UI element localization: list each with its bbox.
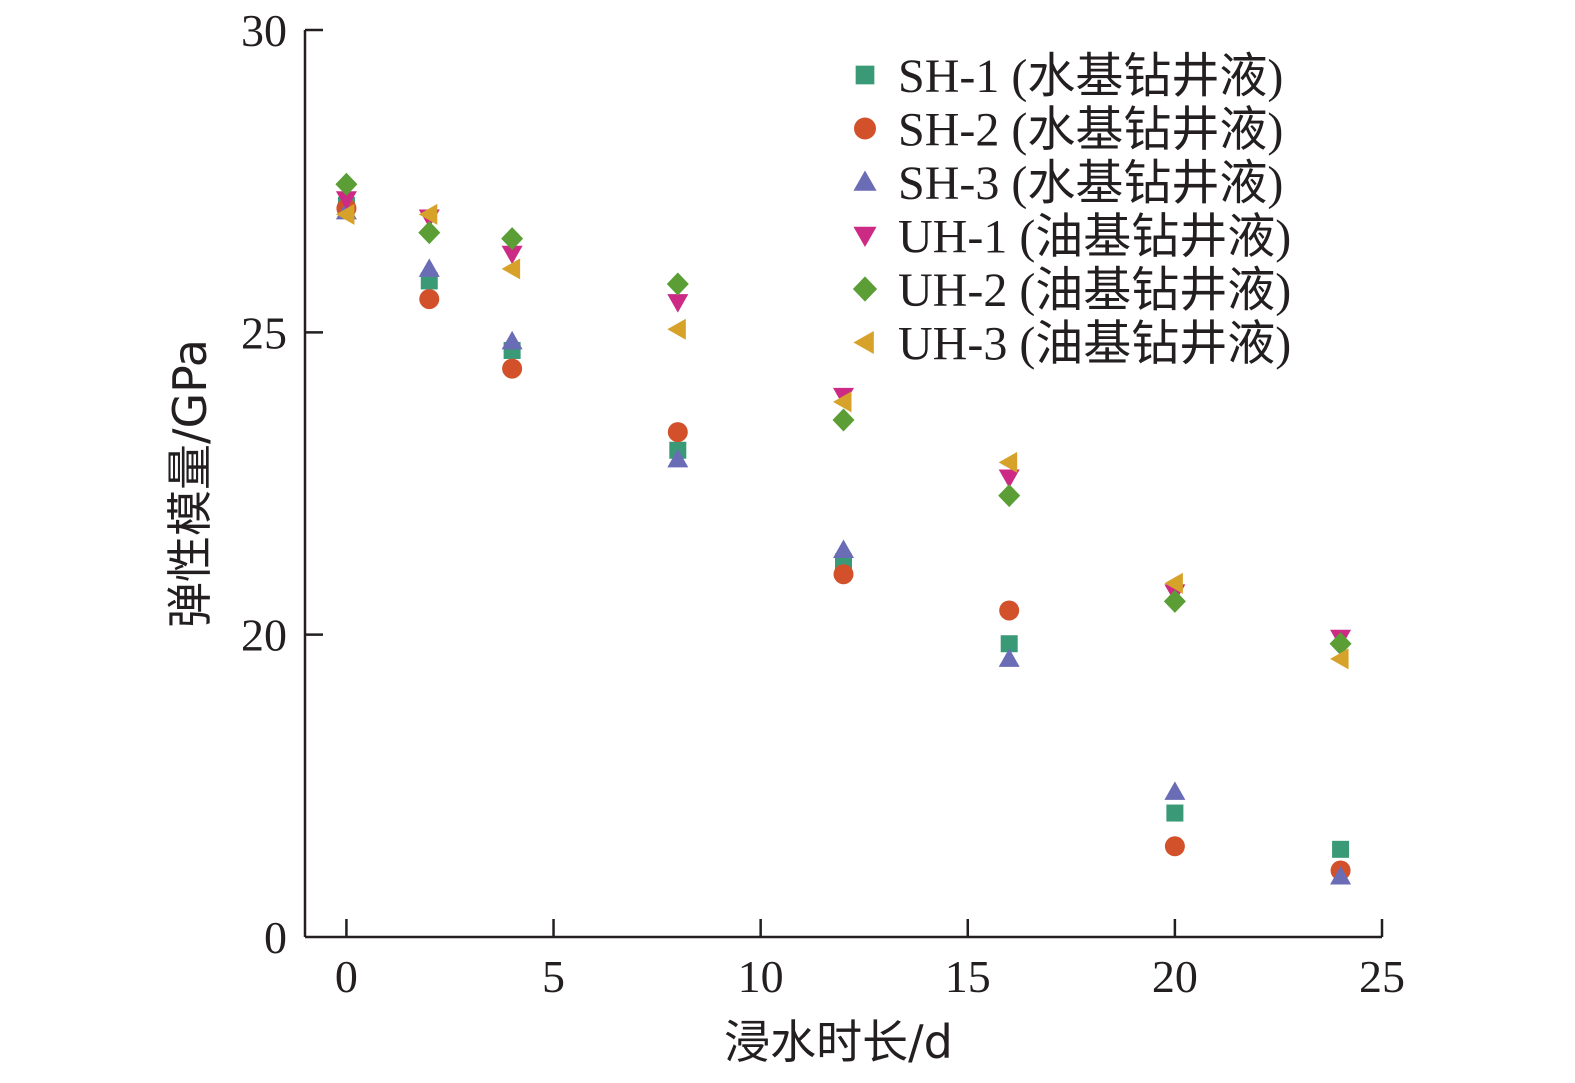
data-point xyxy=(1330,866,1352,885)
data-point xyxy=(666,272,689,296)
y-tick-label: 30 xyxy=(241,5,287,56)
data-point xyxy=(418,221,441,245)
x-tick-label: 25 xyxy=(1359,951,1405,1002)
data-point xyxy=(1000,635,1018,653)
legend-marker xyxy=(855,65,875,85)
data-point xyxy=(501,245,523,265)
data-point xyxy=(418,203,438,225)
x-tick-label: 0 xyxy=(335,951,358,1002)
legend-label: UH-3 (油基钻井液) xyxy=(898,318,1291,371)
legend-marker xyxy=(854,117,876,140)
data-point xyxy=(501,330,523,350)
data-point xyxy=(998,451,1018,473)
data-point xyxy=(833,539,854,559)
legend-label: UH-1 (油基钻井液) xyxy=(898,211,1291,264)
data-point xyxy=(999,600,1020,621)
data-point xyxy=(501,258,521,280)
data-point xyxy=(1164,572,1183,594)
data-point xyxy=(502,358,523,379)
data-point xyxy=(1166,804,1184,822)
data-point xyxy=(667,448,689,468)
data-point xyxy=(1164,836,1185,857)
legend-marker xyxy=(853,226,877,248)
legend-label: SH-2 (水基钻井液) xyxy=(898,104,1283,157)
data-point xyxy=(1163,589,1186,613)
series-5 xyxy=(335,172,1352,656)
data-point xyxy=(667,318,686,340)
series-6 xyxy=(335,203,1349,670)
data-point xyxy=(833,391,852,413)
data-point xyxy=(335,172,358,196)
legend-label: SH-3 (水基钻井液) xyxy=(898,157,1283,210)
data-point xyxy=(335,191,357,210)
x-tick-label: 15 xyxy=(945,951,991,1002)
data-point xyxy=(998,484,1021,508)
legend-marker xyxy=(853,170,877,191)
data-point xyxy=(832,408,855,432)
data-point xyxy=(998,648,1020,667)
data-point xyxy=(1330,648,1349,670)
x-tick-label: 5 xyxy=(542,951,565,1002)
legend-label: SH-1 (水基钻井液) xyxy=(898,50,1283,103)
data-point xyxy=(1329,632,1352,656)
legend: SH-1 (水基钻井液)SH-2 (水基钻井液)SH-3 (水基钻井液)UH-1… xyxy=(852,50,1291,371)
axes: 0 5 10 15 20 25 20 25 30 0 xyxy=(241,5,1405,1002)
data-points xyxy=(335,172,1352,885)
y-axis-title: 弹性模量/GPa xyxy=(163,339,217,628)
legend-label: UH-2 (油基钻井液) xyxy=(898,264,1291,317)
y-ticks: 20 25 30 0 xyxy=(241,5,323,963)
legend-marker xyxy=(853,330,874,355)
data-point xyxy=(1332,840,1350,858)
data-point xyxy=(998,469,1020,488)
data-point xyxy=(501,227,524,251)
data-point xyxy=(667,294,689,313)
data-point xyxy=(1164,781,1186,800)
y-tick-label: 25 xyxy=(241,307,287,358)
data-point xyxy=(335,203,355,225)
data-point xyxy=(833,564,854,585)
data-point xyxy=(418,258,440,277)
x-tick-label: 10 xyxy=(738,951,784,1002)
data-point xyxy=(419,289,440,310)
legend-marker xyxy=(852,276,878,302)
data-point xyxy=(667,422,688,443)
x-axis-title: 浸水时长/d xyxy=(724,1015,953,1069)
y-tick-label: 20 xyxy=(241,610,287,661)
x-ticks: 0 5 10 15 20 25 xyxy=(335,919,1405,1002)
y-tick-label-origin: 0 xyxy=(264,912,287,963)
x-tick-label: 20 xyxy=(1152,951,1198,1002)
